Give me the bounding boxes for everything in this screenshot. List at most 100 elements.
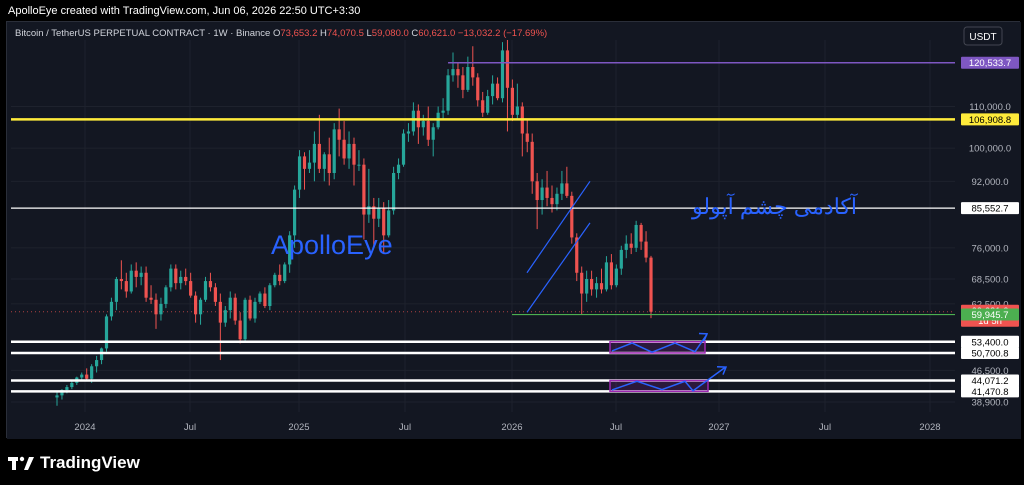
candle-body[interactable] <box>218 301 222 323</box>
candle-body[interactable] <box>441 110 445 113</box>
candle-body[interactable] <box>634 224 638 248</box>
candle-body[interactable] <box>580 272 584 294</box>
candle-body[interactable] <box>223 310 227 323</box>
candle-body[interactable] <box>65 387 69 390</box>
candle-body[interactable] <box>307 162 312 169</box>
candle-body[interactable] <box>114 278 118 302</box>
candle-body[interactable] <box>293 189 297 236</box>
candle-body[interactable] <box>367 206 371 215</box>
candle-body[interactable] <box>426 121 430 140</box>
candle-body[interactable] <box>139 272 143 277</box>
candle-body[interactable] <box>649 257 653 312</box>
candle-body[interactable] <box>159 303 163 315</box>
candle-body[interactable] <box>565 183 569 196</box>
candle-body[interactable] <box>599 283 604 290</box>
candle-body[interactable] <box>431 127 435 140</box>
candle-body[interactable] <box>486 96 490 113</box>
candle-body[interactable] <box>510 87 514 115</box>
candle-body[interactable] <box>614 268 618 286</box>
candle-body[interactable] <box>396 164 401 174</box>
candle-body[interactable] <box>273 274 277 286</box>
candle-body[interactable] <box>179 276 183 284</box>
candle-body[interactable] <box>85 374 89 379</box>
candle-body[interactable] <box>134 270 138 277</box>
candle-body[interactable] <box>302 156 307 169</box>
currency-button-label[interactable]: USDT <box>969 32 996 43</box>
candle-body[interactable] <box>129 270 133 292</box>
candle-body[interactable] <box>525 133 529 142</box>
candle-body[interactable] <box>208 281 213 288</box>
candle-body[interactable] <box>253 301 257 319</box>
candle-body[interactable] <box>357 164 361 166</box>
candle-body[interactable] <box>283 264 287 282</box>
candle-body[interactable] <box>619 249 623 269</box>
candle-body[interactable] <box>317 143 321 169</box>
candle-body[interactable] <box>55 395 59 398</box>
candle-body[interactable] <box>530 141 534 182</box>
candle-body[interactable] <box>99 348 104 361</box>
candle-body[interactable] <box>491 83 495 97</box>
candle-body[interactable] <box>471 67 475 78</box>
candle-body[interactable] <box>238 320 242 340</box>
buy-zone-upper[interactable] <box>609 341 706 354</box>
candle-body[interactable] <box>401 133 406 165</box>
channel-upper-line[interactable] <box>526 180 591 274</box>
candle-body[interactable] <box>372 206 376 219</box>
candle-body[interactable] <box>60 389 64 396</box>
candle-body[interactable] <box>352 143 356 165</box>
candle-body[interactable] <box>263 293 267 307</box>
candle-body[interactable] <box>90 366 94 379</box>
candle-body[interactable] <box>629 243 633 248</box>
candle-body[interactable] <box>446 75 450 111</box>
candle-body[interactable] <box>362 164 366 215</box>
candle-body[interactable] <box>609 262 613 286</box>
candle-body[interactable] <box>451 69 455 76</box>
candle-body[interactable] <box>322 154 326 169</box>
candle-body[interactable] <box>198 299 203 315</box>
candle-body[interactable] <box>515 106 519 115</box>
candle-body[interactable] <box>500 50 505 99</box>
candle-body[interactable] <box>248 299 252 319</box>
candle-body[interactable] <box>495 83 500 99</box>
tradingview-branding[interactable]: TradingView <box>8 453 140 473</box>
candle-body[interactable] <box>466 67 470 90</box>
candle-body[interactable] <box>194 295 198 315</box>
candle-body[interactable] <box>540 187 544 201</box>
candle-body[interactable] <box>421 121 425 128</box>
candle-body[interactable] <box>387 210 391 236</box>
candle-body[interactable] <box>119 278 123 282</box>
candle-body[interactable] <box>406 131 411 134</box>
candle-body[interactable] <box>594 283 599 290</box>
candle-body[interactable] <box>154 299 158 315</box>
candle-body[interactable] <box>312 143 316 163</box>
candle-body[interactable] <box>545 187 549 198</box>
channel-lower-line[interactable] <box>526 222 591 313</box>
candle-body[interactable] <box>476 77 480 101</box>
candle-body[interactable] <box>203 281 208 300</box>
candle-body[interactable] <box>288 235 292 265</box>
candle-body[interactable] <box>585 278 589 294</box>
candle-body[interactable] <box>555 193 559 205</box>
buy-zone-lower[interactable] <box>609 379 709 393</box>
candle-body[interactable] <box>639 224 643 242</box>
candle-body[interactable] <box>104 316 109 349</box>
candle-body[interactable] <box>505 50 510 88</box>
candle-body[interactable] <box>570 195 574 238</box>
candle-body[interactable] <box>95 360 99 367</box>
candle-body[interactable] <box>189 281 193 296</box>
candle-body[interactable] <box>164 287 168 304</box>
candle-body[interactable] <box>258 293 262 302</box>
candle-body[interactable] <box>590 278 594 290</box>
candle-body[interactable] <box>624 243 628 250</box>
candle-body[interactable] <box>456 69 460 76</box>
candle-body[interactable] <box>327 154 331 174</box>
candle-body[interactable] <box>70 382 74 388</box>
candle-body[interactable] <box>392 173 396 211</box>
candle-body[interactable] <box>80 374 84 378</box>
candle-body[interactable] <box>332 129 336 174</box>
candle-body[interactable] <box>233 297 237 321</box>
candle-body[interactable] <box>377 208 381 219</box>
candle-body[interactable] <box>268 285 272 307</box>
candle-body[interactable] <box>382 208 386 236</box>
candle-body[interactable] <box>481 100 485 113</box>
